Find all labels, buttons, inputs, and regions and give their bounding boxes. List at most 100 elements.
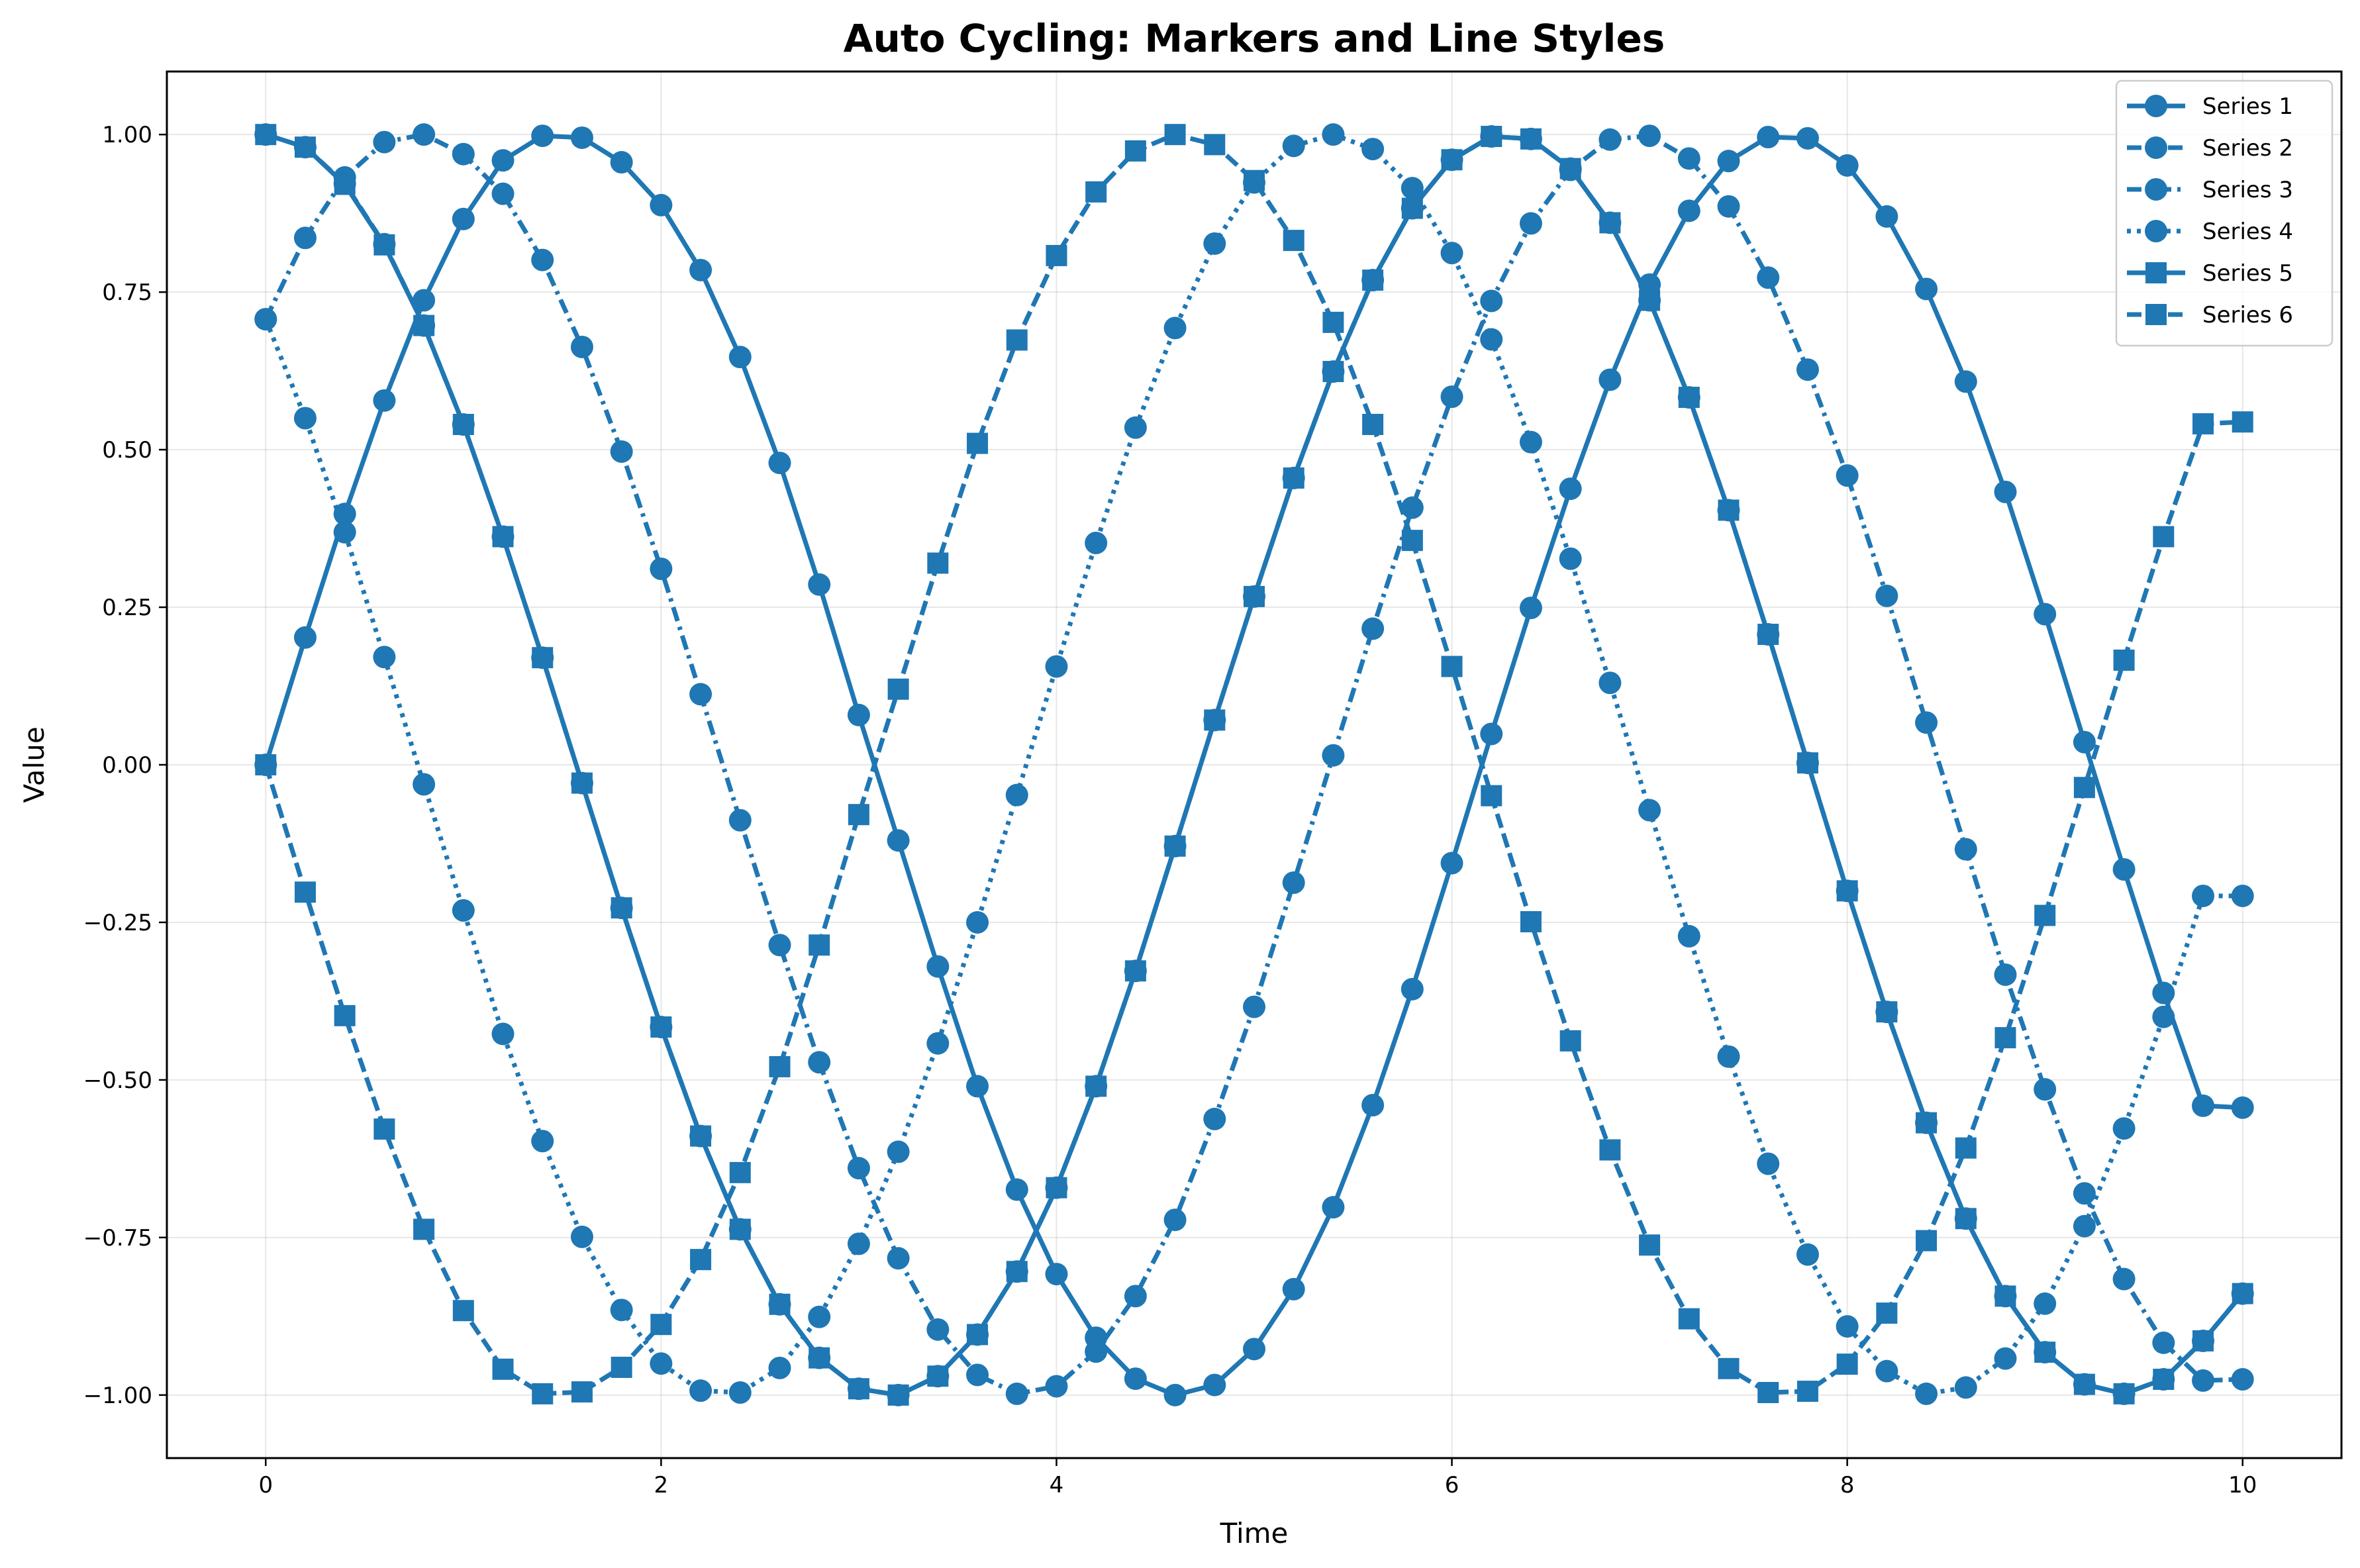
data-point	[531, 124, 554, 148]
data-point	[1757, 623, 1779, 645]
data-point	[808, 573, 831, 596]
data-point	[1322, 361, 1344, 383]
data-point	[887, 1384, 909, 1406]
data-point	[1954, 370, 1977, 393]
legend-label: Series 5	[2202, 260, 2293, 287]
legend-label: Series 4	[2202, 219, 2293, 245]
data-point	[2073, 1182, 2096, 1205]
data-point	[2034, 1078, 2057, 1101]
data-point	[1955, 1137, 1977, 1159]
data-point	[1203, 1373, 1226, 1396]
data-point	[728, 808, 752, 832]
legend-marker	[2145, 95, 2167, 117]
data-point	[373, 234, 395, 256]
data-point	[1717, 150, 1740, 173]
data-point	[1954, 838, 1977, 861]
data-point	[1718, 499, 1740, 521]
data-point	[531, 248, 554, 271]
data-point	[610, 1298, 633, 1322]
data-point	[1322, 123, 1345, 146]
legend-label: Series 1	[2202, 93, 2293, 120]
data-point	[887, 829, 910, 852]
data-point	[611, 1356, 632, 1378]
data-point	[689, 1379, 713, 1402]
data-point	[967, 1324, 989, 1346]
data-point	[2192, 1369, 2215, 1392]
legend-marker	[2145, 220, 2167, 242]
data-point	[1599, 1139, 1621, 1161]
data-point	[254, 308, 277, 331]
data-point	[1282, 1277, 1305, 1300]
data-point	[1163, 1383, 1187, 1406]
data-point	[1915, 277, 1938, 301]
data-point	[1875, 1359, 1898, 1383]
data-point	[650, 557, 673, 580]
x-tick-label: 8	[1840, 1472, 1855, 1498]
data-point	[1203, 232, 1226, 255]
data-point	[413, 773, 436, 796]
data-point	[1362, 270, 1384, 291]
data-point	[1440, 852, 1463, 875]
data-point	[1559, 1030, 1581, 1052]
data-point	[452, 207, 475, 230]
data-point	[768, 1356, 791, 1379]
y-tick-label: 0.75	[102, 279, 152, 306]
series-line	[264, 132, 2243, 1396]
data-point	[966, 1075, 989, 1098]
legend: Series 1 Series 2 Series 3 Series 4 Series 5…	[2115, 79, 2334, 347]
data-point	[610, 440, 633, 463]
data-point	[1757, 1382, 1779, 1404]
data-point	[1678, 1308, 1700, 1330]
data-point	[1124, 140, 1146, 162]
data-point	[492, 1358, 514, 1380]
data-point	[255, 754, 277, 775]
data-point	[1124, 416, 1147, 439]
x-tick-label: 4	[1050, 1472, 1064, 1498]
data-point	[491, 1022, 515, 1046]
data-point	[1322, 1196, 1345, 1219]
data-point	[887, 1247, 910, 1270]
data-point	[1520, 911, 1542, 933]
data-point	[769, 1293, 791, 1315]
data-point	[2192, 1330, 2214, 1351]
data-point	[2073, 1373, 2095, 1395]
y-tick-label: −0.75	[83, 1225, 152, 1251]
data-point	[2152, 1005, 2175, 1028]
data-point	[293, 407, 317, 430]
data-point	[1796, 1243, 1819, 1266]
data-point	[413, 1218, 435, 1240]
data-point	[1598, 368, 1622, 391]
data-point	[2231, 1096, 2254, 1119]
data-point	[571, 1381, 593, 1403]
data-point	[1717, 195, 1740, 218]
data-point	[294, 881, 316, 903]
data-point	[1677, 199, 1700, 222]
legend-label: Series 6	[2202, 302, 2293, 328]
data-point	[1796, 126, 1819, 150]
data-point	[2153, 526, 2175, 548]
data-point	[809, 1347, 830, 1369]
data-point	[808, 1305, 831, 1328]
data-point	[1559, 547, 1582, 570]
data-point	[1282, 871, 1305, 894]
data-point	[808, 1051, 831, 1074]
data-point	[1045, 1263, 1068, 1286]
data-point	[887, 1140, 910, 1163]
data-point	[373, 646, 396, 669]
data-point	[1875, 205, 1898, 228]
data-point	[2034, 905, 2056, 926]
data-point	[2034, 1292, 2057, 1315]
data-point	[334, 1004, 356, 1026]
data-point	[1876, 1302, 1898, 1324]
data-point	[2034, 603, 2057, 626]
data-point	[1638, 799, 1661, 822]
data-point	[690, 1125, 712, 1147]
data-point	[689, 258, 713, 281]
data-point	[1481, 785, 1502, 807]
data-point	[2231, 884, 2254, 907]
data-point	[1915, 711, 1938, 734]
y-tick-label: 1.00	[102, 122, 152, 148]
data-point	[1638, 124, 1661, 148]
